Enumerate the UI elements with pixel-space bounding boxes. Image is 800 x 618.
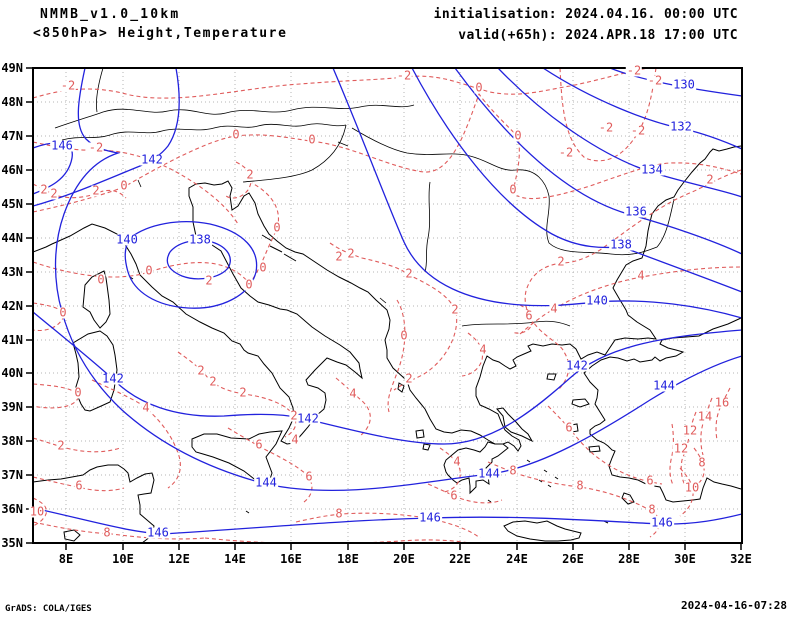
x-tick-label: 32E bbox=[730, 552, 752, 566]
x-tick-label: 22E bbox=[449, 552, 471, 566]
coastlines-layer bbox=[33, 145, 742, 543]
y-tick-label: 38N bbox=[1, 434, 23, 448]
country-borders-layer bbox=[54, 68, 675, 327]
temp-contour-12 bbox=[669, 423, 674, 486]
temp-contour-6 bbox=[227, 427, 313, 503]
temp-contour-4 bbox=[439, 447, 461, 493]
x-tick-label: 10E bbox=[112, 552, 134, 566]
temp-contour-14 bbox=[700, 397, 713, 456]
height-contour-146 bbox=[33, 507, 742, 535]
temp-contour-0 bbox=[33, 383, 79, 409]
y-tick-label: 45N bbox=[1, 197, 23, 211]
x-tick-label: 28E bbox=[618, 552, 640, 566]
temp-contour-10 bbox=[679, 467, 694, 517]
temp-contour-2 bbox=[524, 169, 742, 391]
temp-contour-4 bbox=[335, 377, 371, 437]
creation-timestamp: 2024-04-16-07:28 bbox=[681, 599, 787, 612]
temp-contour-10 bbox=[33, 497, 48, 527]
temp-contour-6 bbox=[33, 476, 125, 492]
height-contour-134 bbox=[497, 68, 742, 198]
map-frame bbox=[32, 67, 743, 544]
y-tick-label: 41N bbox=[1, 333, 23, 347]
axis-ticks bbox=[26, 67, 742, 550]
height-contour-144 bbox=[54, 68, 742, 492]
y-tick-label: 39N bbox=[1, 400, 23, 414]
x-tick-label: 20E bbox=[393, 552, 415, 566]
height-contour-142 bbox=[33, 68, 180, 207]
temp-contour-6 bbox=[427, 483, 503, 504]
temp-contour-0 bbox=[387, 299, 406, 413]
y-tick-label: 40N bbox=[1, 366, 23, 380]
y-tick-label: 49N bbox=[1, 61, 23, 75]
temp-contour--2 bbox=[33, 68, 649, 99]
temp-contour-6 bbox=[511, 304, 534, 334]
run-info: initialisation: 2024.04.16. 00:00 UTC va… bbox=[434, 7, 738, 43]
temp-contour-8 bbox=[33, 521, 206, 540]
temp-contour-4 bbox=[91, 379, 181, 489]
model-title: NMMB_v1.0_10km bbox=[40, 7, 181, 22]
x-tick-label: 14E bbox=[224, 552, 246, 566]
chart-subtitle: <850hPa> Height,Temperature bbox=[33, 26, 288, 41]
valid-time: valid(+65h): 2024.APR.18 17:00 UTC bbox=[458, 28, 738, 43]
temp-contour--2 bbox=[33, 141, 239, 225]
y-tick-label: 35N bbox=[1, 536, 23, 550]
x-tick-label: 12E bbox=[168, 552, 190, 566]
temp-contour-2 bbox=[225, 161, 252, 199]
y-tick-label: 44N bbox=[1, 231, 23, 245]
height-contour-140 bbox=[124, 221, 258, 309]
height-contour-138 bbox=[166, 239, 231, 280]
temp-contour-6 bbox=[547, 405, 663, 485]
temp-contour-8 bbox=[487, 461, 661, 538]
temp-contour-0 bbox=[33, 182, 279, 284]
temp-contour-4 bbox=[519, 266, 742, 335]
x-tick-label: 30E bbox=[674, 552, 696, 566]
temp-contour-2 bbox=[177, 351, 297, 438]
height-contours-layer bbox=[33, 68, 742, 535]
temperature-contours-layer bbox=[33, 68, 742, 543]
temp-contour-0 bbox=[33, 302, 65, 332]
height-contour-136 bbox=[454, 68, 742, 255]
x-tick-label: 8E bbox=[59, 552, 73, 566]
height-contour-138 bbox=[411, 68, 742, 293]
y-tick-label: 36N bbox=[1, 502, 23, 516]
x-tick-label: 18E bbox=[337, 552, 359, 566]
height-contour-130 bbox=[609, 68, 742, 97]
temp-contour-4 bbox=[461, 332, 484, 377]
y-tick-label: 37N bbox=[1, 468, 23, 482]
grads-credit: GrADS: COLA/IGES bbox=[5, 604, 92, 614]
temp-contour-2 bbox=[33, 437, 121, 453]
y-tick-label: 43N bbox=[1, 265, 23, 279]
height-contour-140 bbox=[332, 68, 742, 319]
x-tick-label: 26E bbox=[562, 552, 584, 566]
y-tick-label: 47N bbox=[1, 129, 23, 143]
temp-contour--2 bbox=[559, 68, 657, 162]
temp-contour-8 bbox=[295, 512, 481, 539]
y-tick-label: 42N bbox=[1, 299, 23, 313]
graticule bbox=[33, 68, 742, 543]
axis-tick-labels: 8E 10E 12E 14E 16E 18E 20E 22E 24E 26E 28E 30E 32E 49… bbox=[1, 61, 752, 566]
temp-contour-0 bbox=[33, 92, 742, 213]
temp-contour-16 bbox=[715, 387, 731, 441]
x-tick-label: 16E bbox=[280, 552, 302, 566]
y-tick-label: 46N bbox=[1, 163, 23, 177]
temp-contour-12 bbox=[680, 411, 697, 489]
initialisation-time: initialisation: 2024.04.16. 00:00 UTC bbox=[433, 7, 738, 22]
x-tick-label: 24E bbox=[506, 552, 528, 566]
y-tick-label: 48N bbox=[1, 95, 23, 109]
